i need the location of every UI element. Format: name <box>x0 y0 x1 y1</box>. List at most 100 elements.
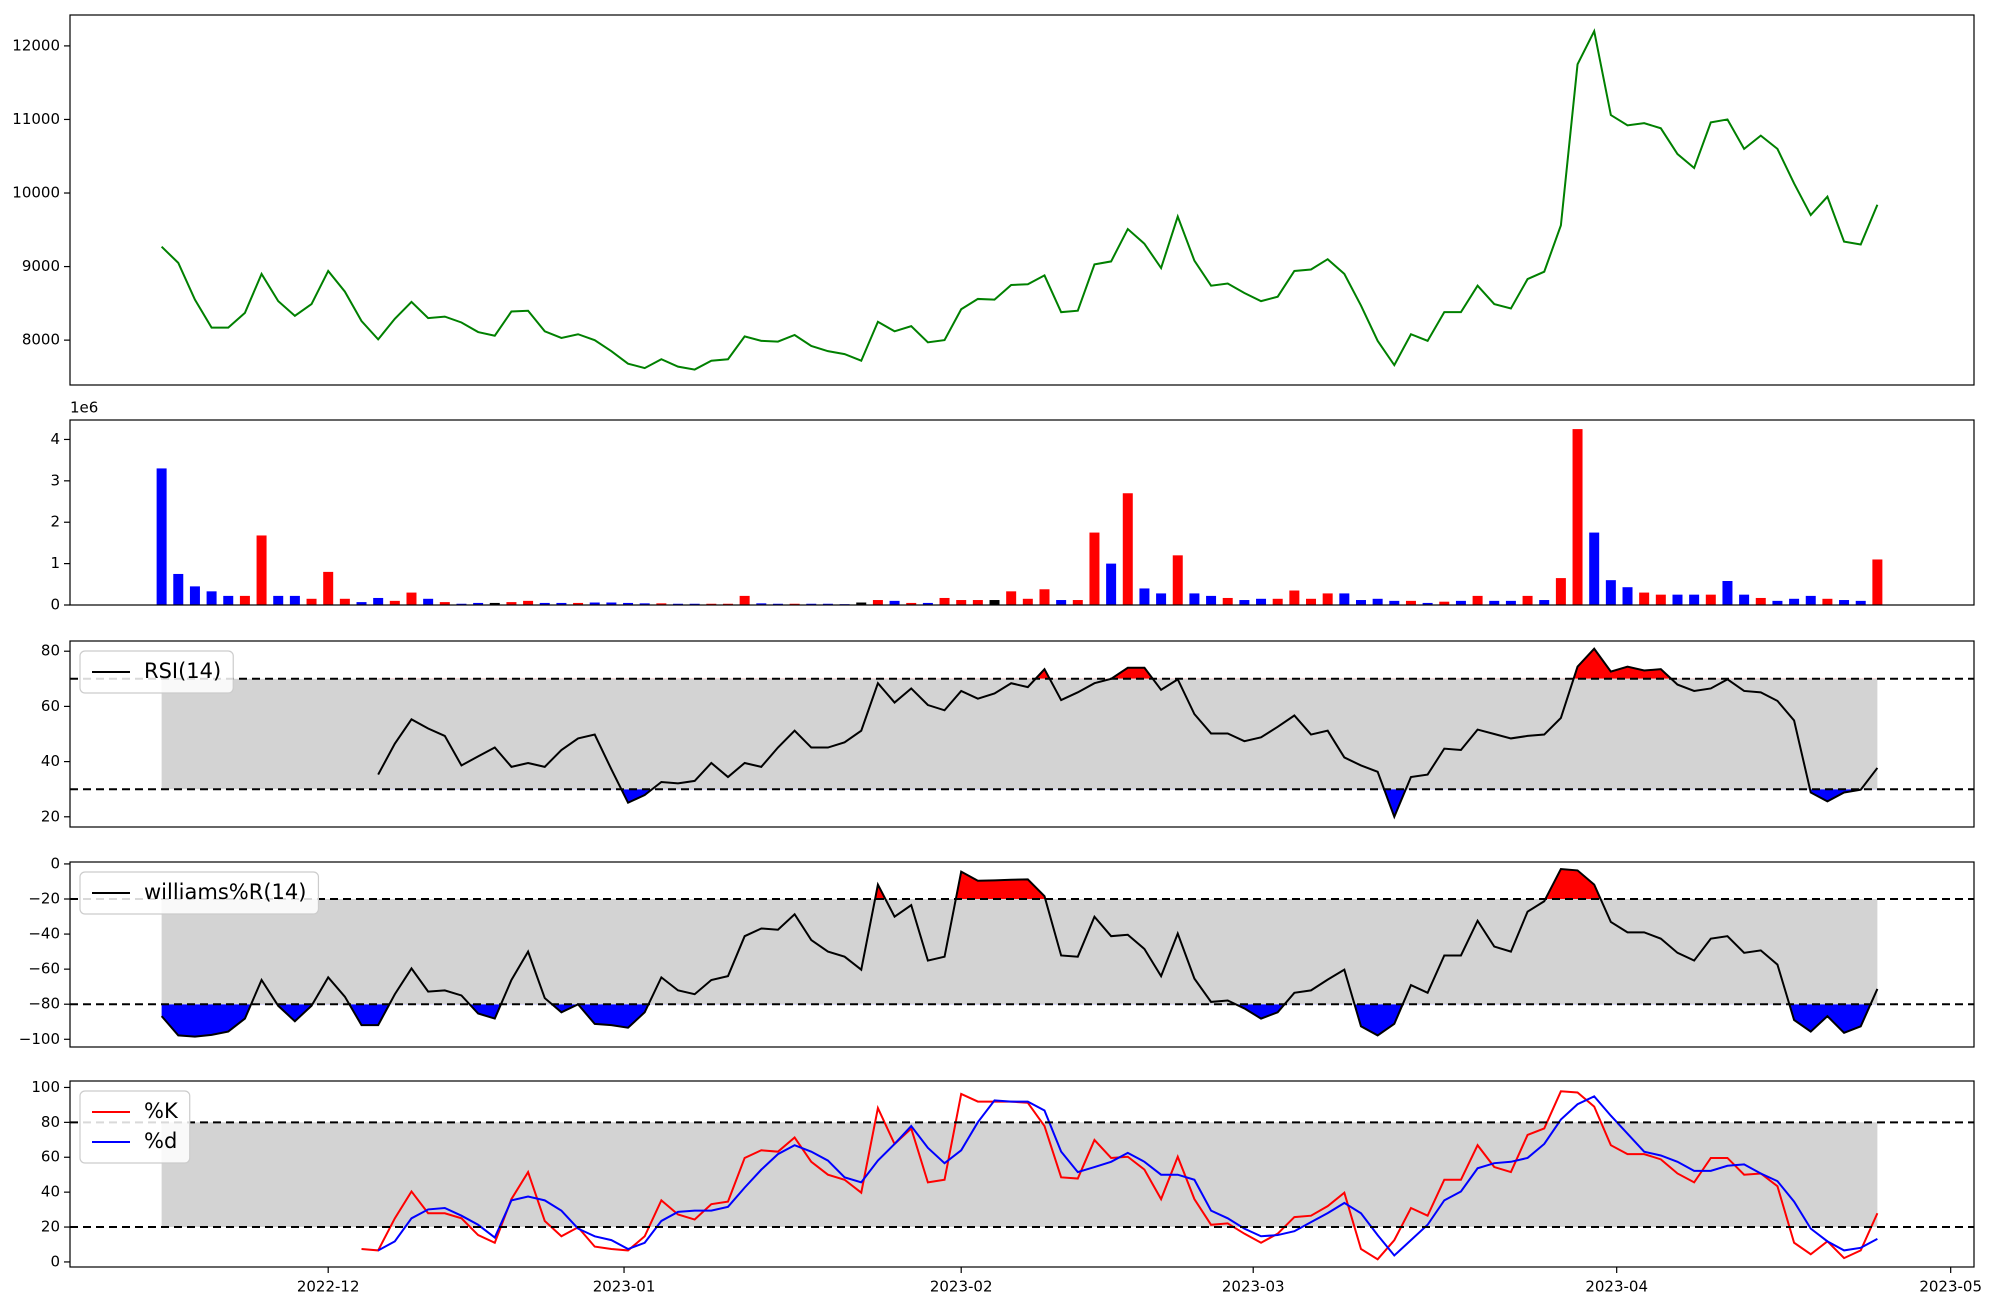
volume-bar <box>1572 429 1583 605</box>
plot-frame <box>69 861 1975 1048</box>
volume-bar <box>573 602 584 605</box>
volume-bar <box>772 603 783 605</box>
volume-bar <box>656 603 667 605</box>
volume-bar <box>1672 594 1683 605</box>
volume-bar <box>489 602 500 605</box>
volume-bar <box>1389 600 1400 605</box>
y-tick-label: −100 <box>19 1030 60 1048</box>
volume-bar <box>473 602 484 605</box>
volume-bar <box>1755 597 1766 605</box>
volume-bar <box>1206 595 1217 605</box>
overbought-fill <box>161 869 1878 899</box>
volume-bar <box>706 603 717 605</box>
y-tick-label: −80 <box>28 995 60 1013</box>
legend-label: williams%R(14) <box>144 880 306 904</box>
volume-bar <box>389 600 400 605</box>
volume-bar <box>1522 595 1533 605</box>
volume-bar <box>539 602 550 605</box>
volume-bar <box>323 571 334 605</box>
x-tick-label: 2022-12 <box>297 1278 360 1296</box>
volume-bar <box>556 602 567 605</box>
volume-bar <box>922 602 933 605</box>
y-tick-label: 4 <box>50 430 60 448</box>
volume-bar <box>606 602 617 605</box>
legend-box <box>79 871 320 915</box>
y-tick-label: 1 <box>50 554 60 572</box>
volume-bar <box>273 595 284 605</box>
volume-bar <box>856 602 867 605</box>
y-tick-label: −60 <box>28 960 60 978</box>
y-tick-label: 11000 <box>12 110 60 128</box>
plot-frame <box>69 640 1975 828</box>
y-tick-label: 40 <box>41 752 60 770</box>
volume-bar <box>789 603 800 605</box>
plot-frame <box>69 1080 1975 1268</box>
volume-bar <box>423 598 434 605</box>
legend-box <box>79 1090 191 1164</box>
volume-bar <box>1539 600 1550 605</box>
y-tick-label: 60 <box>41 1148 60 1166</box>
volume-bar <box>1322 593 1333 605</box>
volume-bar <box>1006 591 1017 605</box>
legend: williams%R(14) <box>79 871 320 915</box>
y-tick-label: 20 <box>41 1218 60 1236</box>
volume-bar <box>223 595 234 605</box>
legend: RSI(14) <box>79 650 234 694</box>
volume-bar <box>1589 532 1600 605</box>
volume-bar <box>1022 598 1033 605</box>
volume-bar <box>1306 598 1317 605</box>
y-tick-label: 40 <box>41 1183 60 1201</box>
series-line <box>377 1095 1878 1257</box>
volume-bar <box>639 603 650 605</box>
volume-bar <box>289 595 300 605</box>
legend-label: RSI(14) <box>144 659 221 683</box>
volume-bar <box>439 602 450 605</box>
volume-bar <box>1605 580 1616 605</box>
volume-bar <box>722 603 733 605</box>
volume-bar <box>939 597 950 605</box>
volume-bar <box>356 602 367 605</box>
y-tick-label: 3 <box>50 471 60 489</box>
volume-bar <box>1489 600 1500 605</box>
volume-bar <box>1056 600 1067 605</box>
volume-bar <box>206 591 217 605</box>
y-tick-label: 80 <box>41 1113 60 1131</box>
plot-frame <box>69 419 1975 606</box>
volume-bar <box>173 573 184 605</box>
volume-bar <box>956 600 967 605</box>
volume-bar <box>1722 580 1733 605</box>
y-tick-label: −20 <box>28 890 60 908</box>
volume-bar <box>906 602 917 605</box>
volume-bar <box>889 600 900 605</box>
volume-bar <box>1655 594 1666 605</box>
volume-bar <box>1156 593 1167 605</box>
overbought-fill <box>1035 648 1672 679</box>
volume-bar <box>1855 600 1866 605</box>
y-tick-label: 2 <box>50 513 60 531</box>
series-line <box>160 867 1879 1038</box>
volume-bar <box>1772 600 1783 605</box>
volume-bar <box>1372 598 1383 605</box>
volume-bar <box>806 603 817 605</box>
volume-bar <box>1872 559 1883 605</box>
y-tick-label: −40 <box>28 925 60 943</box>
volume-bar <box>1839 600 1850 605</box>
volume-bar <box>156 468 167 605</box>
volume-bar <box>1139 588 1150 605</box>
volume-bar <box>989 600 1000 605</box>
y-tick-label: 12000 <box>12 36 60 54</box>
volume-bar <box>1439 601 1450 605</box>
y-tick-label: 0 <box>50 596 60 614</box>
plot-frame <box>69 14 1975 386</box>
volume-bar <box>756 603 767 605</box>
volume-bar <box>739 595 750 605</box>
y-tick-label: 8000 <box>22 331 60 349</box>
volume-bar <box>1422 602 1433 605</box>
volume-bar <box>506 602 517 605</box>
volume-bar <box>1239 600 1250 605</box>
volume-bar <box>1355 600 1366 605</box>
y-tick-label: 100 <box>31 1078 60 1096</box>
